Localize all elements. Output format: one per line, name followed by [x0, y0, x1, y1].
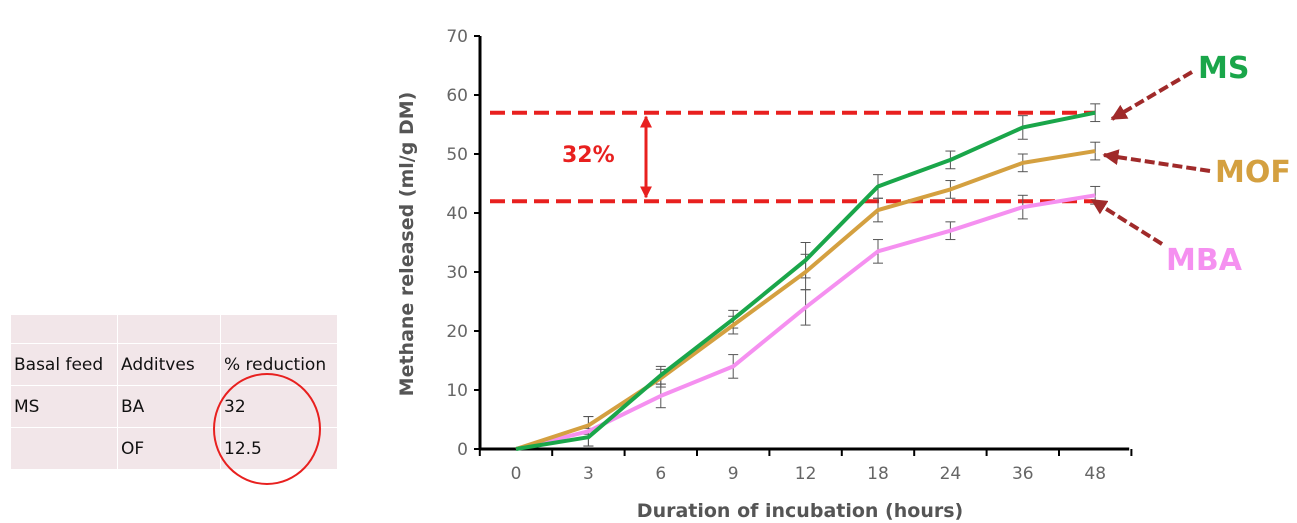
y-tick-label: 70 [446, 27, 468, 47]
series-line-mba [515, 193, 1096, 451]
series-label-mba: MBA [1166, 243, 1243, 278]
reduction-table: Basal feed Additves % reduction MS BA 32… [10, 314, 338, 470]
y-tick-label: 60 [446, 86, 468, 106]
series-line-mof [515, 149, 1096, 451]
x-axis-title: Duration of incubation (hours) [637, 500, 963, 522]
x-tick-label: 48 [1084, 464, 1106, 484]
x-tick-label: 6 [655, 464, 666, 484]
reduction-annotation: 32% [562, 143, 615, 168]
x-tick-label: 24 [940, 464, 962, 484]
y-tick-label: 0 [457, 440, 468, 460]
y-tick-label: 50 [446, 145, 468, 165]
series-pointer-arrow [1110, 70, 1194, 121]
table-cell [10, 314, 118, 344]
x-tick-label: 12 [795, 464, 817, 484]
table-cell [10, 427, 118, 470]
x-tick-label: 9 [728, 464, 739, 484]
table-row: OF 12.5 [10, 427, 338, 470]
x-tick-label: 0 [511, 464, 522, 484]
header-basal-feed: Basal feed [10, 343, 118, 386]
series-pointer-arrow [1102, 149, 1211, 173]
series-label-mof: MOF [1215, 155, 1291, 190]
annotations: MS MOF MBA 32% [562, 51, 1291, 278]
y-axis-title: Methane released (ml/g DM) [396, 92, 418, 397]
x-tick-label: 3 [583, 464, 594, 484]
series-line-ms [515, 110, 1096, 451]
table-cell: OF [117, 427, 221, 470]
table-cell: MS [10, 385, 118, 428]
table-cell: 12.5 [220, 427, 338, 470]
y-tick-label: 10 [446, 381, 468, 401]
reference-lines [490, 110, 1095, 204]
y-tick-label: 20 [446, 322, 468, 342]
series-pointer-arrow [1090, 198, 1164, 246]
x-tick-label: 36 [1012, 464, 1034, 484]
series-lines [515, 110, 1096, 451]
series-label-ms: MS [1198, 51, 1249, 86]
x-tick-label: 18 [867, 464, 889, 484]
y-tick-label: 40 [446, 204, 468, 224]
table-cell [117, 314, 221, 344]
y-tick-label: 30 [446, 263, 468, 283]
